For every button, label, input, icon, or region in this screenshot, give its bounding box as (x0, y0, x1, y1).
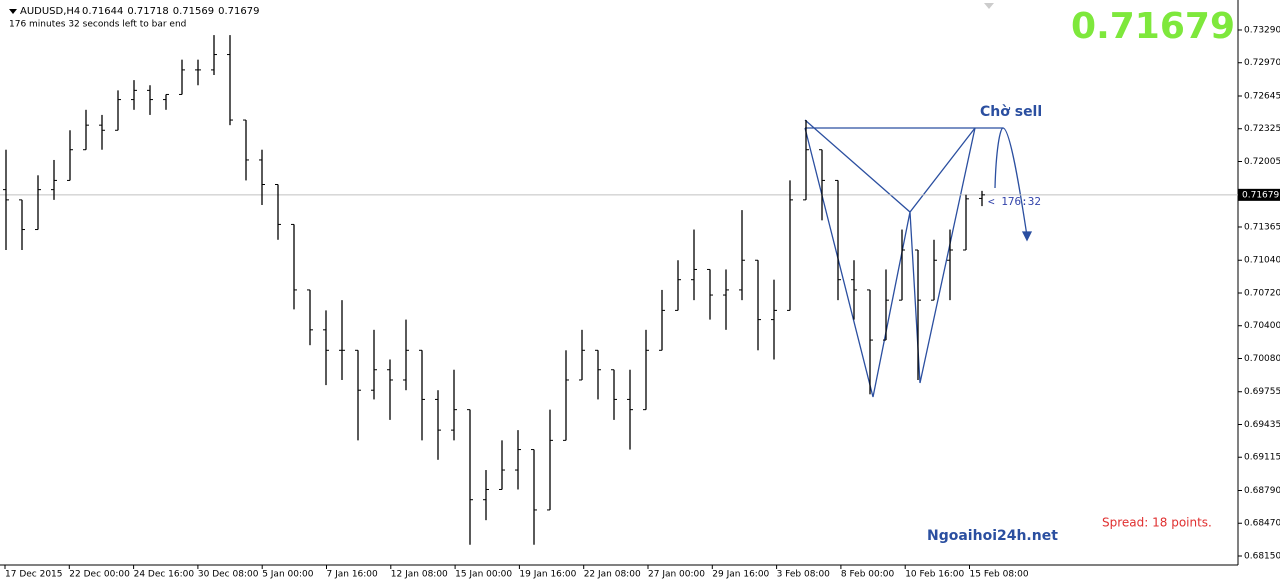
y-tick-label: 0.69435 (1244, 420, 1280, 430)
pattern (804, 119, 1033, 398)
ohlc-value: 0.71644 (82, 6, 123, 17)
y-tick-label: 0.71040 (1244, 256, 1280, 266)
x-tick-label: 3 Feb 08:00 (777, 570, 831, 580)
y-tick-label: 0.69115 (1244, 453, 1280, 463)
y-tick-label: 0.72005 (1244, 157, 1280, 167)
y-tick-label: 0.68790 (1244, 486, 1280, 496)
x-tick-label: 22 Dec 00:00 (69, 570, 130, 580)
symbol: AUDUSD,H4 (20, 6, 80, 17)
y-tick-label: 0.73290 (1244, 25, 1280, 35)
ohlc-value: 0.71679 (218, 6, 259, 17)
x-tick-label: 8 Feb 00:00 (841, 570, 895, 580)
ohlc-value: 0.71569 (173, 6, 214, 17)
menu-arrow[interactable] (9, 9, 17, 14)
x-tick-label: 27 Jan 00:00 (648, 570, 705, 580)
x-tick-label: 17 Dec 2015 (5, 570, 63, 580)
y-tick-label: 0.69755 (1244, 387, 1280, 397)
annotation-wait: Chờ sell (980, 104, 1042, 120)
x-tick-label: 22 Jan 08:00 (584, 570, 641, 580)
y-tick-label: 0.72645 (1244, 91, 1280, 101)
spread: Spread: 18 points. (1102, 516, 1212, 530)
x-tick-label: 15 Jan 00:00 (455, 570, 512, 580)
ohlc-header: 0.71644 0.71718 0.71569 0.71679 (82, 6, 259, 17)
big-price: 0.71679 (1071, 6, 1235, 47)
x-tick-label: 29 Jan 16:00 (712, 570, 769, 580)
x-tick-label: 30 Dec 08:00 (198, 570, 259, 580)
y-tick-label: 0.72325 (1244, 124, 1280, 134)
y-tick-label: 0.71365 (1244, 222, 1280, 232)
ohlc-value: 0.71718 (127, 6, 168, 17)
current-price-box (1238, 188, 1280, 201)
countdown: < 176:32 (988, 195, 1041, 208)
x-tick-label: 7 Jan 16:00 (327, 570, 379, 580)
y-tick-label: 0.70400 (1244, 321, 1280, 331)
y-tick-label: 0.68470 (1244, 519, 1280, 529)
scroll-marker (984, 3, 994, 9)
x-tick-label: 12 Jan 08:00 (391, 570, 448, 580)
y-tick-label: 0.72970 (1244, 58, 1280, 68)
current-price-label: 0.71679 (1242, 190, 1279, 200)
big-price-value: 0.71679 (1071, 6, 1235, 47)
x-tick-label: 10 Feb 16:00 (905, 570, 964, 580)
y-tick-label: 0.70080 (1244, 354, 1280, 364)
y-tick-label: 0.68150 (1244, 551, 1280, 561)
x-tick-label: 5 Jan 00:00 (262, 570, 314, 580)
x-tick-label: 15 Feb 08:00 (970, 570, 1029, 580)
site: Ngoaihoi24h.net (927, 528, 1058, 544)
timer: 176 minutes 32 seconds left to bar end (9, 20, 186, 30)
y-tick-label: 0.70720 (1244, 288, 1280, 298)
x-tick-label: 19 Jan 16:00 (519, 570, 576, 580)
x-tick-label: 24 Dec 16:00 (134, 570, 195, 580)
